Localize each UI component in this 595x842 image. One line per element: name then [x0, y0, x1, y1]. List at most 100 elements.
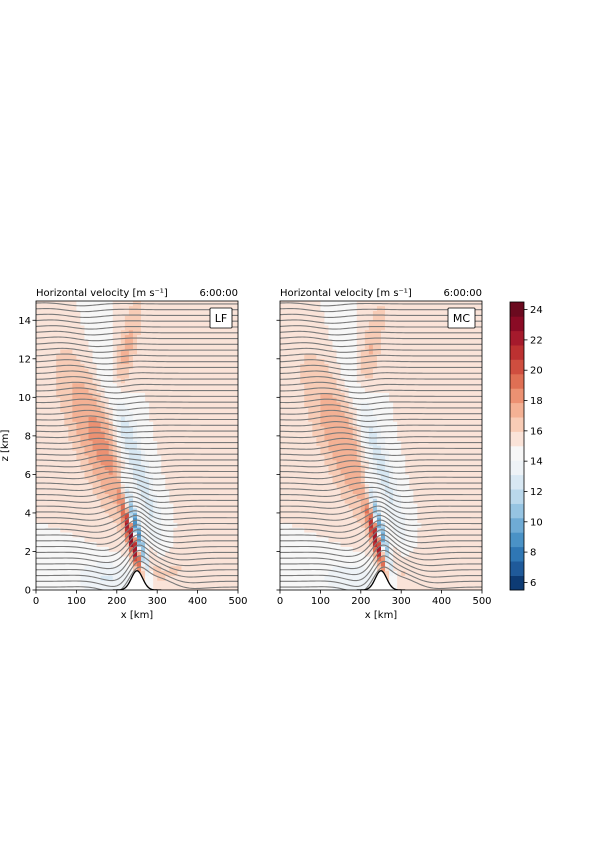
panel-lf-field-cell — [132, 565, 138, 572]
panel-mc-field-cell — [364, 358, 370, 364]
panel-lf-field-cell — [44, 541, 49, 547]
panel-lf-field-cell — [68, 570, 73, 576]
panel-lf-xtick-label: 0 — [33, 596, 39, 607]
panel-lf-field-cell — [189, 459, 194, 466]
panel-lf: Horizontal velocity [m s⁻¹] 6:00:00 0 100… — [0, 288, 248, 621]
panel-mc-field-cell — [381, 416, 386, 422]
panel-mc-field-cell — [312, 445, 317, 451]
panel-mc-field-cell — [340, 402, 345, 408]
panel-mc-field-cell — [381, 305, 386, 311]
panel-lf-field-cell — [132, 344, 138, 350]
panel-lf-field-cell — [36, 537, 41, 543]
panel-lf-field-cell — [56, 392, 61, 398]
panel-lf-field-cell — [76, 329, 81, 336]
panel-lf-field-cell — [137, 334, 142, 340]
panel-mc-field-cell — [401, 320, 406, 326]
panel-lf-field-cell — [124, 349, 130, 355]
panel-lf-field-cell — [40, 508, 45, 514]
panel-mc-field-cell — [401, 503, 406, 509]
panel-lf-field-cell — [104, 537, 110, 543]
panel-mc-field-cell — [292, 493, 297, 499]
panel-lf-field-cell — [116, 508, 122, 514]
panel-lf-field-cell — [48, 585, 53, 590]
panel-lf-field-cell — [120, 339, 126, 345]
panel-mc-field-cell — [300, 488, 305, 495]
panel-mc-field-cell — [308, 546, 313, 552]
panel-lf-field-cell — [80, 570, 85, 576]
panel-lf-isentrope — [36, 544, 238, 570]
panel-lf-field-cell — [221, 382, 227, 389]
panel-lf-field-cell — [56, 305, 61, 311]
panel-mc-field-cell — [360, 512, 366, 519]
panel-lf-field-cell — [68, 537, 73, 543]
panel-lf-field-cell — [213, 556, 219, 562]
panel-lf-field-cell — [201, 469, 207, 475]
panel-mc-field-cell — [364, 421, 370, 427]
panel-lf-field-cell — [189, 382, 194, 389]
panel-mc-field-cell — [401, 450, 406, 456]
panel-mc-field-cell — [364, 479, 370, 485]
panel-lf-field-cell — [80, 498, 85, 504]
panel-mc-field-cell — [288, 585, 293, 590]
panel-lf-field-cell — [201, 459, 207, 466]
panel-lf-field-cell — [141, 450, 146, 456]
panel-mc-field-cell — [348, 382, 354, 389]
panel-lf-field-cell — [44, 315, 49, 321]
panel-lf-field-cell — [44, 349, 49, 355]
panel-lf-field-cell — [185, 363, 190, 369]
panel-lf-field-cell — [112, 532, 118, 538]
panel-lf-field-cell — [201, 334, 207, 340]
panel-mc-field-cell — [376, 315, 382, 321]
panel-mc-field-cell — [288, 484, 293, 490]
panel-lf-field-cell — [157, 378, 162, 384]
panel-mc-field-cell — [316, 358, 321, 364]
panel-lf-field-cell — [84, 315, 89, 321]
panel-lf-field-cell — [112, 363, 118, 369]
panel-mc-field-cell — [320, 488, 325, 495]
panel-lf-field-cell — [116, 440, 122, 446]
panel-lf-field-cell — [141, 527, 146, 533]
panel-mc-field-cell — [292, 349, 297, 355]
panel-lf-field-cell — [185, 440, 190, 446]
panel-lf-field-cell — [40, 426, 45, 432]
panel-mc-field-cell — [300, 537, 305, 543]
panel-mc-field-cell — [393, 382, 398, 389]
panel-mc-field-cell — [316, 382, 321, 389]
panel-lf-field-cell — [104, 358, 110, 364]
panel-mc-field-cell — [348, 455, 354, 461]
panel-lf-field-cell — [193, 421, 198, 427]
panel-lf-field-cell — [205, 402, 211, 408]
panel-lf-field-cell — [100, 353, 106, 360]
panel-lf-field-cell — [40, 353, 45, 360]
panel-lf-field-cell — [72, 378, 77, 384]
panel-mc-field-cell — [304, 517, 309, 523]
panel-mc-field-cell — [312, 503, 317, 509]
panel-mc-field-cell — [280, 580, 285, 586]
panel-lf-field-cell — [36, 387, 41, 393]
panel-lf-field-cell — [104, 556, 110, 562]
panel-lf-field-cell — [112, 416, 118, 422]
panel-mc-field-cell — [401, 353, 406, 360]
panel-mc-field-cell — [280, 464, 285, 470]
panel-lf-field-cell — [68, 378, 73, 384]
panel-lf-field-cell — [181, 469, 186, 475]
panel-lf-field-cell — [173, 411, 178, 417]
panel-mc-field-cell — [296, 484, 301, 490]
panel-mc-field-cell — [332, 392, 337, 398]
panel-mc-field-cell — [336, 402, 341, 408]
panel-lf-field-cell — [56, 349, 61, 355]
panel-mc-field-cell — [328, 561, 333, 567]
panel-lf-field-cell — [60, 421, 65, 427]
panel-lf-field-cell — [72, 373, 77, 379]
panel-mc-field-cell — [385, 334, 390, 340]
panel-mc-field-cell — [385, 445, 390, 451]
panel-lf-field-cell — [56, 551, 61, 557]
panel-lf-field-cell — [72, 349, 77, 355]
panel-mc-field-cell — [397, 305, 402, 311]
panel-lf-field-cell — [124, 575, 130, 581]
panel-lf-field-cell — [173, 305, 178, 311]
panel-lf-field-cell — [193, 310, 198, 316]
panel-lf-field-cell — [64, 373, 69, 379]
panel-lf-field-cell — [72, 474, 77, 480]
panel-lf-field-cell — [157, 469, 162, 475]
